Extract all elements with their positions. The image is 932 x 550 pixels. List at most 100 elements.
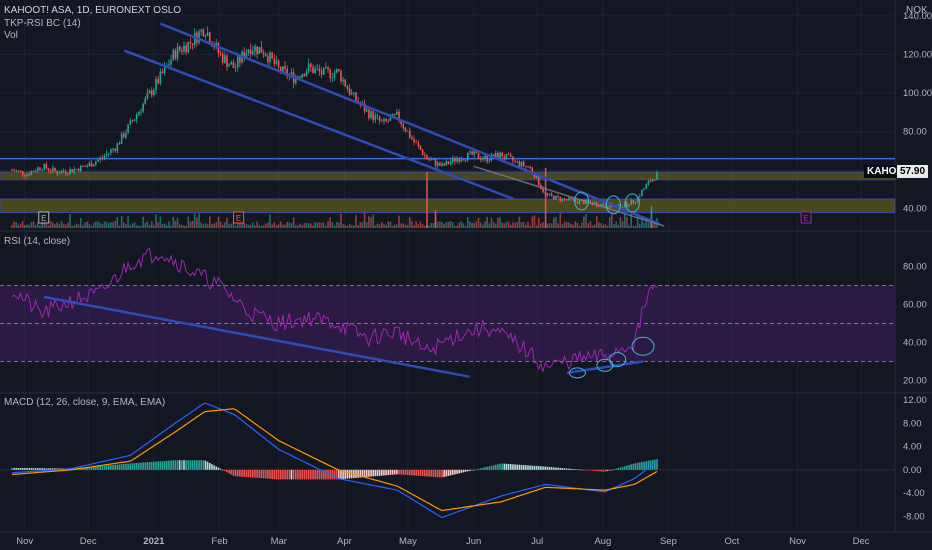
macd-histogram-bar: [198, 460, 200, 470]
candle-body: [333, 72, 336, 78]
candle-body: [542, 188, 544, 193]
candle-body: [32, 171, 35, 173]
volume-bar: [598, 222, 600, 228]
macd-axis-label: 8.00: [903, 418, 922, 429]
candle-body: [262, 52, 265, 55]
volume-bar: [359, 222, 362, 228]
macd-histogram-bar: [135, 462, 138, 470]
macd-histogram-bar: [37, 468, 39, 470]
candle-body: [224, 55, 226, 63]
macd-histogram-bar: [372, 469, 374, 477]
candle-body: [75, 168, 78, 170]
macd-histogram-bar: [510, 464, 512, 470]
volume-bar: [123, 222, 125, 228]
macd-histogram-bar: [155, 461, 157, 470]
macd-histogram-bar: [393, 469, 396, 475]
candle-body: [135, 114, 138, 120]
macd-histogram-bar: [127, 463, 129, 470]
time-axis-label-dec: Dec: [853, 536, 870, 547]
macd-histogram-bar: [236, 469, 239, 477]
candle-body: [645, 184, 648, 189]
macd-histogram-bar: [477, 468, 480, 470]
volume-bar: [417, 224, 420, 228]
macd-histogram-bar: [99, 466, 101, 470]
volume-bar: [146, 221, 149, 228]
volume-bar: [408, 217, 411, 228]
volume-bar: [611, 214, 613, 228]
candle-body: [273, 58, 276, 64]
candle-body: [320, 71, 323, 75]
macd-histogram-bar: [24, 468, 26, 470]
macd-histogram-bar: [144, 462, 147, 470]
candle-body: [473, 151, 476, 155]
volume-bar: [540, 223, 542, 228]
volume-bar: [393, 224, 396, 228]
rsi-trendline-ascending: [566, 360, 644, 375]
macd-histogram-bar: [230, 469, 233, 475]
volume-bar: [529, 225, 531, 228]
indicator-title-rsi-bc[interactable]: TKP-RSI BC (14): [4, 18, 81, 29]
candle-body: [269, 52, 271, 63]
macd-histogram-bar: [114, 464, 116, 470]
macd-histogram-bar: [469, 469, 471, 471]
candle-body: [295, 76, 297, 84]
candle-body: [602, 203, 605, 206]
macd-histogram-bar: [639, 462, 641, 470]
volume-bar: [602, 224, 605, 228]
volume-bar: [596, 215, 598, 228]
macd-histogram-bar: [196, 460, 198, 470]
volume-bar: [421, 224, 424, 228]
candle-body: [204, 35, 207, 37]
candle-body: [95, 161, 97, 165]
volume-bar: [196, 217, 198, 228]
rsi-axis-label: 20.00: [903, 376, 927, 387]
macd-histogram-bar: [617, 467, 620, 470]
volume-bar: [114, 221, 116, 228]
macd-pane-title[interactable]: MACD (12, 26, close, 9, EMA, EMA): [4, 397, 166, 408]
candle-body: [460, 159, 463, 162]
candle-body: [249, 49, 252, 55]
macd-histogram-bar: [415, 469, 417, 476]
price-axis-label: 80.00: [903, 127, 927, 138]
macd-histogram-bar: [540, 466, 542, 470]
candle-body: [563, 198, 566, 200]
macd-histogram-bar: [172, 460, 175, 470]
volume-bar: [441, 222, 443, 228]
candle-body: [623, 202, 626, 208]
candle-body: [408, 130, 411, 138]
volume-bar: [557, 223, 559, 228]
macd-histogram-bar: [647, 460, 650, 470]
macd-histogram-bar: [398, 469, 400, 475]
volume-bar: [234, 225, 237, 228]
volume-bar: [391, 225, 394, 228]
candle-body: [368, 109, 370, 119]
volume-spike: [544, 168, 547, 228]
volume-bar: [56, 222, 58, 228]
macd-histogram-bar: [396, 469, 398, 475]
candle-body: [11, 170, 13, 171]
macd-histogram-bar: [370, 469, 372, 477]
macd-histogram-bar: [460, 469, 463, 473]
volume-bar: [21, 221, 24, 228]
volume-bar: [202, 224, 205, 228]
volume-bar: [71, 225, 73, 228]
macd-histogram-bar: [626, 465, 628, 470]
volume-bar: [204, 223, 207, 228]
volume-bar: [385, 225, 387, 228]
candle-body: [400, 120, 402, 125]
candle-body: [37, 167, 39, 172]
indicator-title-volume[interactable]: Vol: [4, 30, 18, 41]
macd-histogram-bar: [215, 466, 218, 470]
macd-histogram-bar: [404, 469, 407, 475]
macd-histogram-bar: [84, 467, 86, 470]
time-axis-label-jun: Jun: [466, 536, 481, 547]
volume-bar: [643, 222, 645, 228]
candle-body: [372, 111, 374, 121]
rsi-pane-title[interactable]: RSI (14, close): [4, 236, 71, 247]
volume-bar: [49, 221, 52, 228]
earnings-event-label: E: [236, 214, 241, 223]
macd-histogram-bar: [520, 464, 523, 470]
candle-body: [47, 168, 50, 171]
macd-histogram-bar: [542, 466, 544, 470]
